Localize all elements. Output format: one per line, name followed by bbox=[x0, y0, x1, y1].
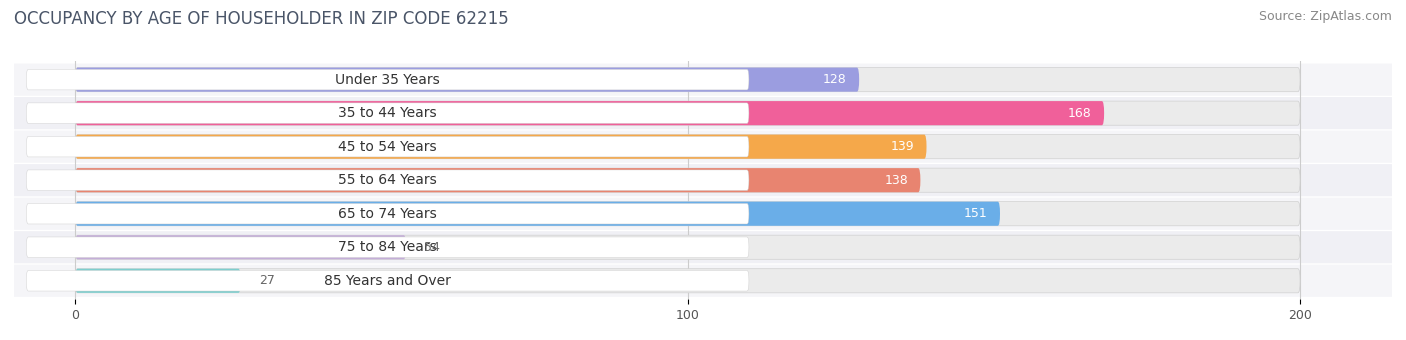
FancyBboxPatch shape bbox=[76, 168, 1301, 192]
FancyBboxPatch shape bbox=[27, 170, 749, 190]
FancyBboxPatch shape bbox=[27, 271, 749, 291]
Text: 168: 168 bbox=[1069, 107, 1092, 120]
FancyBboxPatch shape bbox=[14, 198, 1392, 230]
FancyBboxPatch shape bbox=[27, 103, 749, 123]
FancyBboxPatch shape bbox=[14, 131, 1392, 163]
Text: 138: 138 bbox=[884, 174, 908, 187]
Text: 128: 128 bbox=[823, 73, 846, 86]
FancyBboxPatch shape bbox=[76, 101, 1301, 125]
FancyBboxPatch shape bbox=[27, 237, 749, 257]
FancyBboxPatch shape bbox=[14, 97, 1392, 129]
FancyBboxPatch shape bbox=[76, 235, 1301, 259]
Text: OCCUPANCY BY AGE OF HOUSEHOLDER IN ZIP CODE 62215: OCCUPANCY BY AGE OF HOUSEHOLDER IN ZIP C… bbox=[14, 10, 509, 28]
FancyBboxPatch shape bbox=[14, 231, 1392, 264]
FancyBboxPatch shape bbox=[14, 64, 1392, 96]
Text: 54: 54 bbox=[425, 241, 440, 254]
FancyBboxPatch shape bbox=[76, 235, 406, 259]
FancyBboxPatch shape bbox=[76, 168, 921, 192]
FancyBboxPatch shape bbox=[76, 269, 240, 293]
FancyBboxPatch shape bbox=[76, 202, 1000, 226]
FancyBboxPatch shape bbox=[27, 69, 749, 90]
FancyBboxPatch shape bbox=[76, 269, 1301, 293]
FancyBboxPatch shape bbox=[76, 68, 859, 92]
Text: 35 to 44 Years: 35 to 44 Years bbox=[339, 106, 437, 120]
Text: 151: 151 bbox=[965, 207, 988, 220]
Text: 45 to 54 Years: 45 to 54 Years bbox=[339, 140, 437, 154]
FancyBboxPatch shape bbox=[14, 164, 1392, 196]
Text: 139: 139 bbox=[890, 140, 914, 153]
FancyBboxPatch shape bbox=[27, 136, 749, 157]
FancyBboxPatch shape bbox=[76, 202, 1301, 226]
Text: 27: 27 bbox=[259, 274, 276, 287]
FancyBboxPatch shape bbox=[27, 203, 749, 224]
Text: Source: ZipAtlas.com: Source: ZipAtlas.com bbox=[1258, 10, 1392, 23]
Text: 65 to 74 Years: 65 to 74 Years bbox=[339, 207, 437, 221]
FancyBboxPatch shape bbox=[76, 135, 927, 159]
Text: Under 35 Years: Under 35 Years bbox=[335, 73, 440, 87]
Text: 85 Years and Over: 85 Years and Over bbox=[325, 274, 451, 288]
FancyBboxPatch shape bbox=[14, 265, 1392, 297]
FancyBboxPatch shape bbox=[76, 68, 1301, 92]
Text: 55 to 64 Years: 55 to 64 Years bbox=[339, 173, 437, 187]
Text: 75 to 84 Years: 75 to 84 Years bbox=[339, 240, 437, 254]
FancyBboxPatch shape bbox=[76, 101, 1104, 125]
FancyBboxPatch shape bbox=[76, 135, 1301, 159]
